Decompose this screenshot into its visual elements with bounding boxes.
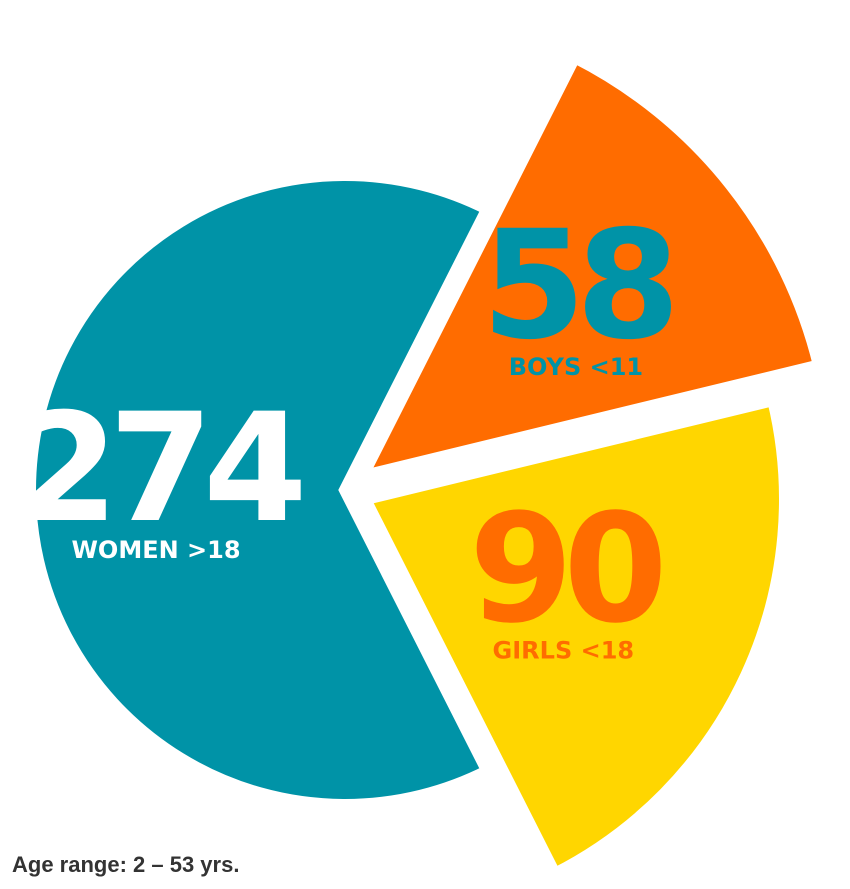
- slices: [24, 49, 827, 882]
- category-label: BOYS <11: [509, 353, 643, 381]
- category-label: GIRLS <18: [493, 637, 635, 665]
- value-label: 58: [482, 199, 672, 373]
- pie-slice: [24, 169, 496, 811]
- pie-slice: [351, 49, 827, 486]
- value-label: 90: [469, 483, 661, 657]
- category-label: WOMEN >18: [71, 536, 240, 564]
- value-label: 274: [14, 382, 301, 556]
- note: Age range: 2 – 53 yrs.: [12, 852, 239, 877]
- pie-slice: [356, 392, 791, 882]
